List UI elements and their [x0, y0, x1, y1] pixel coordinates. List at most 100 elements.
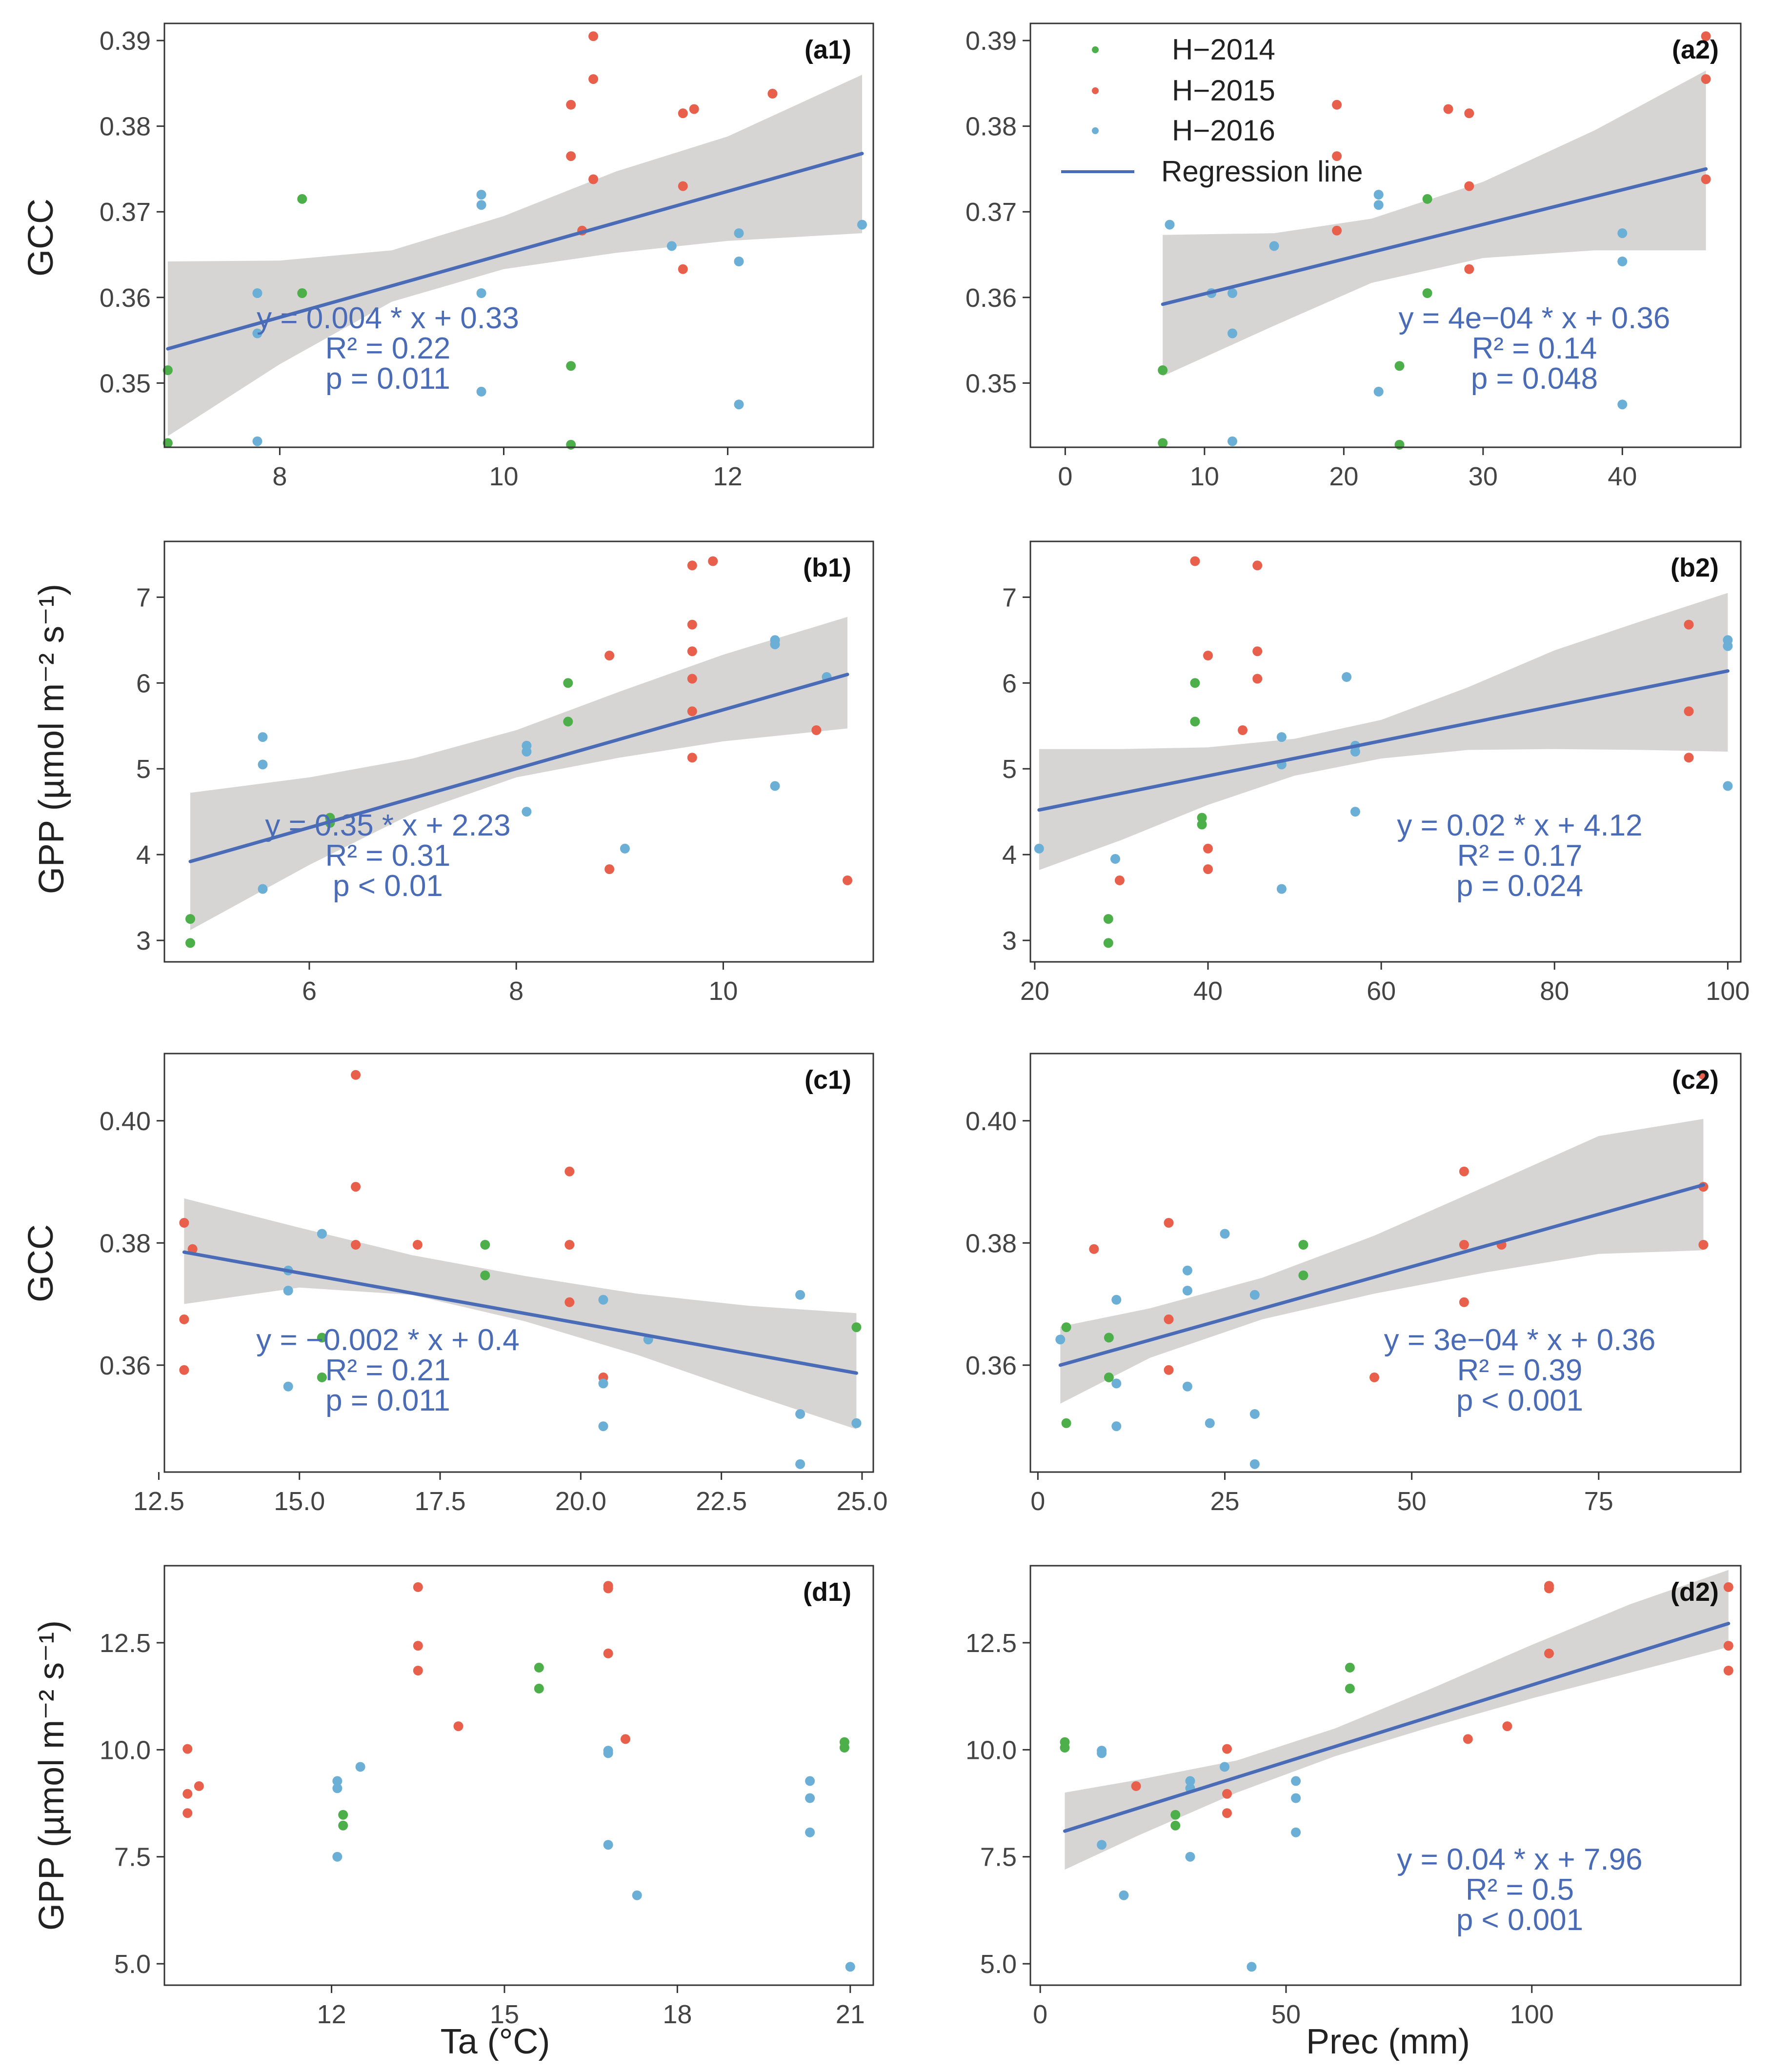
- y-tick-label: 7.5: [114, 1843, 151, 1872]
- point-h-2016: [476, 200, 486, 210]
- point-h-2015: [689, 104, 699, 114]
- point-h-2016: [1350, 747, 1360, 757]
- point-h-2015: [1502, 1721, 1512, 1732]
- annotation-equation: y = 0.004 * x + 0.33: [257, 301, 519, 335]
- point-h-2015: [351, 1240, 361, 1250]
- point-h-2014: [1061, 1322, 1071, 1333]
- point-h-2014: [1158, 438, 1168, 448]
- x-tick-label: 12: [713, 462, 743, 491]
- x-axis-title-right: Prec (mm): [1306, 2022, 1470, 2061]
- point-h-2015: [1464, 264, 1474, 274]
- confidence-band: [1060, 1119, 1704, 1404]
- point-h-2015: [564, 1297, 575, 1307]
- x-tick-label: 50: [1397, 1487, 1427, 1516]
- panel-frame: [1029, 540, 1742, 963]
- point-h-2015: [1701, 174, 1711, 184]
- panel-label: (a2): [1672, 35, 1719, 64]
- point-h-2016: [1723, 781, 1733, 791]
- point-h-2015: [1203, 843, 1213, 854]
- regression-line: [166, 152, 864, 351]
- point-h-2014: [563, 717, 573, 727]
- point-h-2014: [1060, 1743, 1070, 1753]
- regression-line: [182, 1250, 858, 1375]
- point-h-2016: [1373, 386, 1384, 397]
- y-tick-label: 5: [136, 755, 151, 784]
- legend-label-h2015: H−2015: [1172, 74, 1275, 107]
- x-tick-label: 15: [490, 2000, 519, 2029]
- panel-a1: 8 10 12 0.35 0.36 0.37 0.38 0.39 (a1) y = 0.004 *…: [100, 22, 874, 491]
- point-h-2016: [1249, 1290, 1260, 1300]
- point-h-2015: [1701, 31, 1711, 41]
- point-h-2016: [283, 1381, 293, 1392]
- point-h-2016: [1350, 807, 1360, 817]
- point-h-2016: [1055, 1335, 1066, 1345]
- point-h-2016: [355, 1762, 365, 1772]
- x-tick-label: 25: [1210, 1487, 1239, 1516]
- point-h-2015: [678, 181, 688, 191]
- regression-line: [188, 673, 849, 863]
- regression-line: [1058, 1183, 1705, 1367]
- panel-d2: 0 50 100 5.0 7.5 10.0 12.5 (d2) y = 0.04 * x + 7…: [966, 1565, 1742, 2029]
- regression-line: [1063, 1622, 1731, 1833]
- point-h-2016: [1165, 219, 1175, 230]
- confidence-band: [1039, 593, 1728, 870]
- point-h-2014: [317, 1333, 327, 1343]
- x-tick-label: 50: [1271, 2000, 1301, 2029]
- confidence-band: [190, 617, 847, 930]
- x-tick-label: 18: [663, 2000, 692, 2029]
- point-h-2015: [1190, 556, 1200, 566]
- point-h-2016: [1182, 1286, 1192, 1295]
- point-h-2015: [182, 1789, 193, 1799]
- annotation-p: p = 0.024: [1456, 869, 1583, 903]
- x-tick-label: 20: [1020, 976, 1049, 1006]
- x-tick-label: 10: [1190, 462, 1219, 491]
- point-h-2015: [179, 1365, 189, 1375]
- point-h-2016: [795, 1459, 805, 1469]
- point-h-2015: [1698, 1240, 1709, 1250]
- x-tick-label: 40: [1193, 976, 1223, 1006]
- point-h-2016: [770, 781, 780, 791]
- point-h-2016: [332, 1783, 342, 1793]
- y-axis-title-b: GPP (µmol m⁻² s⁻¹): [32, 584, 71, 894]
- point-h-2016: [598, 1421, 608, 1432]
- point-h-2016: [1228, 436, 1237, 446]
- x-tick-label: 10: [708, 976, 738, 1006]
- point-h-2016: [1111, 1295, 1122, 1305]
- y-tick-label: 0.36: [100, 283, 151, 313]
- point-h-2015: [843, 875, 852, 885]
- y-tick-label: 3: [1002, 926, 1017, 956]
- point-h-2015: [1723, 1582, 1733, 1592]
- point-h-2016: [1269, 241, 1279, 251]
- y-tick-label: 0.39: [100, 26, 151, 56]
- point-h-2015: [604, 864, 615, 874]
- point-h-2014: [1170, 1810, 1181, 1820]
- point-h-2016: [1617, 257, 1628, 266]
- point-h-2015: [1164, 1365, 1174, 1375]
- x-tick-label: 60: [1367, 976, 1396, 1006]
- x-tick-label: 75: [1584, 1487, 1613, 1516]
- point-h-2015: [678, 264, 688, 274]
- point-h-2014: [338, 1820, 348, 1831]
- y-tick-label: 4: [1002, 840, 1017, 870]
- point-h-2016: [845, 1962, 855, 1972]
- point-h-2014: [162, 365, 173, 375]
- point-h-2014: [1170, 1820, 1181, 1831]
- annotation-p: p = 0.048: [1471, 362, 1598, 396]
- y-tick-label: 0.36: [100, 1351, 151, 1380]
- annotation-equation: y = 3e−04 * x + 0.36: [1384, 1323, 1656, 1357]
- point-h-2016: [1723, 641, 1733, 651]
- y-axis-title-d: GPP (µmol m⁻² s⁻¹): [32, 1620, 71, 1931]
- y-tick-label: 5.0: [114, 1950, 151, 1979]
- point-h-2014: [1422, 288, 1432, 298]
- y-tick-label: 7: [1002, 583, 1017, 612]
- point-h-2014: [1298, 1270, 1308, 1280]
- y-tick-label: 0.37: [100, 198, 151, 227]
- y-tick-label: 5: [1002, 755, 1017, 784]
- point-h-2015: [1131, 1781, 1141, 1791]
- point-h-2014: [1103, 914, 1113, 924]
- panel-label: (a1): [805, 35, 851, 64]
- point-h-2015: [687, 706, 697, 717]
- panel-a2: 0 10 20 30 40 0.35 0.36 0.37 0.38 0.39 (a2) y = 4e−…: [966, 22, 1742, 491]
